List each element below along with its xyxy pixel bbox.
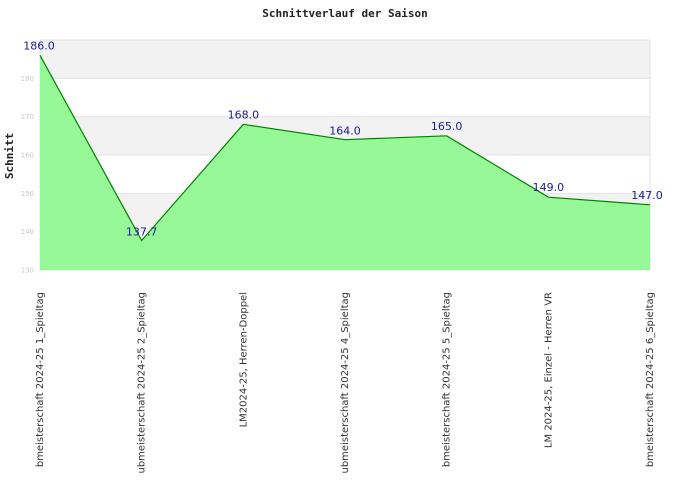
grid-band (40, 78, 650, 117)
y-axis-label: Schnitt (3, 133, 16, 179)
y-tick-label: 130 (21, 267, 34, 275)
x-tick-label: ubmeisterschaft 2024-25 4_Spieltag (340, 292, 351, 474)
x-tick-label: LM2024-25, Herren-Doppel (238, 292, 249, 427)
x-tick-label: bmeisterschaft 2024-25 6_Spieltag (645, 292, 656, 467)
data-labels: 186.0 137.7 168.0 164.0 165.0 149.0 147.0 (23, 39, 663, 238)
data-label: 147.0 (631, 189, 663, 202)
area-fill (40, 55, 650, 271)
x-tick-labels: bmeisterschaft 2024-25 1_Spieltag ubmeist… (35, 292, 656, 474)
x-tick-label: ubmeisterschaft 2024-25 2_Spieltag (137, 292, 148, 474)
data-label: 165.0 (431, 120, 463, 133)
y-tick-label: 170 (21, 113, 34, 121)
x-tick-label: LM 2024-25, Einzel - Herren VR (543, 292, 554, 448)
data-label: 168.0 (228, 108, 260, 121)
data-label: 186.0 (23, 39, 55, 52)
series-line (39, 55, 651, 242)
data-label: 137.7 (126, 225, 158, 238)
x-tick-label: bmeisterschaft 2024-25 1_Spieltag (35, 292, 46, 467)
y-tick-labels: 130 140 150 160 170 180 (21, 75, 34, 275)
y-tick-label: 160 (21, 152, 34, 160)
grid-band (40, 40, 650, 79)
y-tick-label: 180 (21, 75, 34, 83)
y-tick-label: 150 (21, 190, 34, 198)
x-tick-label: bmeisterschaft 2024-25 5_Spieltag (442, 292, 453, 467)
data-label: 164.0 (329, 125, 361, 138)
y-tick-label: 140 (21, 228, 34, 236)
data-label: 149.0 (533, 181, 565, 194)
chart-title: Schnittverlauf der Saison (262, 7, 428, 20)
